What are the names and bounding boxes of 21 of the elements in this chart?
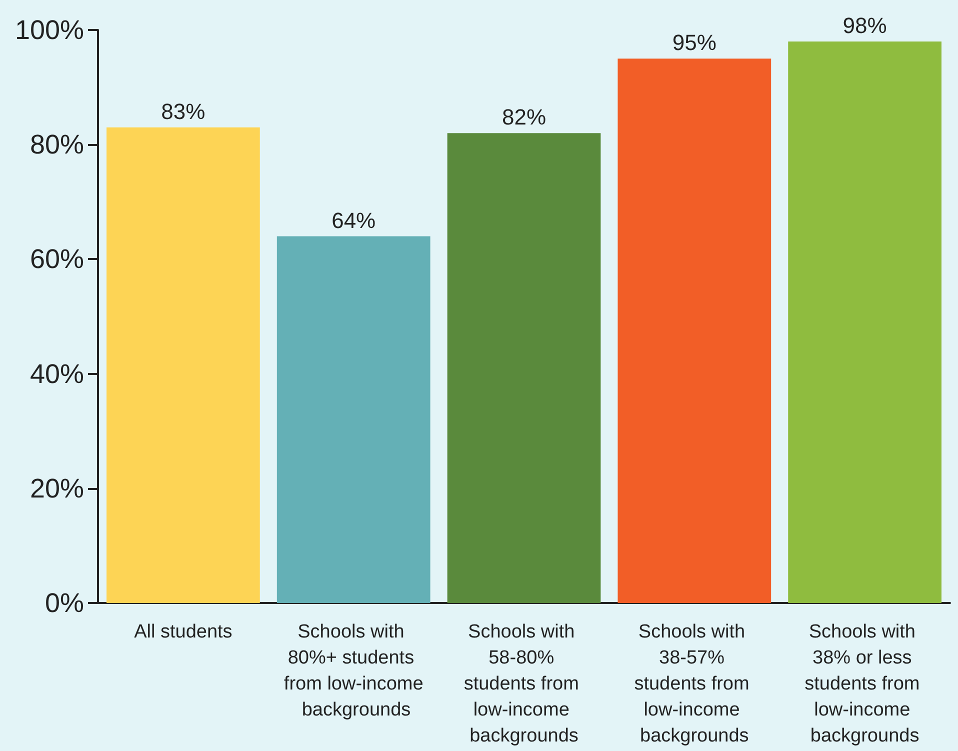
data-label: 82% xyxy=(502,104,546,130)
x-tick-label: Schools with 38-57% students from low-income backgrounds xyxy=(634,622,755,746)
y-tick-label: 20% xyxy=(30,473,84,504)
bar xyxy=(788,41,942,603)
data-label: 95% xyxy=(672,30,716,56)
x-tick-label: Schools with 38% or less students from low-income backgrounds xyxy=(804,622,925,746)
data-label: 64% xyxy=(332,208,376,233)
data-label: 83% xyxy=(161,98,206,124)
bar xyxy=(106,127,260,603)
y-tick-label: 60% xyxy=(30,244,84,274)
data-label: 98% xyxy=(842,12,887,38)
x-tick-label: Schools with 80%+ students from low-income backgrounds xyxy=(284,622,424,720)
bar xyxy=(618,58,772,603)
x-tick-label: All students xyxy=(134,622,232,642)
bar xyxy=(447,133,601,603)
y-tick-label: 0% xyxy=(44,588,84,618)
bar xyxy=(276,236,430,603)
y-tick-label: 100% xyxy=(14,15,84,45)
x-tick-label: Schools with 58-80% students from low-income backgrounds xyxy=(464,622,584,746)
y-tick-label: 80% xyxy=(30,130,84,160)
y-tick-label: 40% xyxy=(30,358,84,389)
